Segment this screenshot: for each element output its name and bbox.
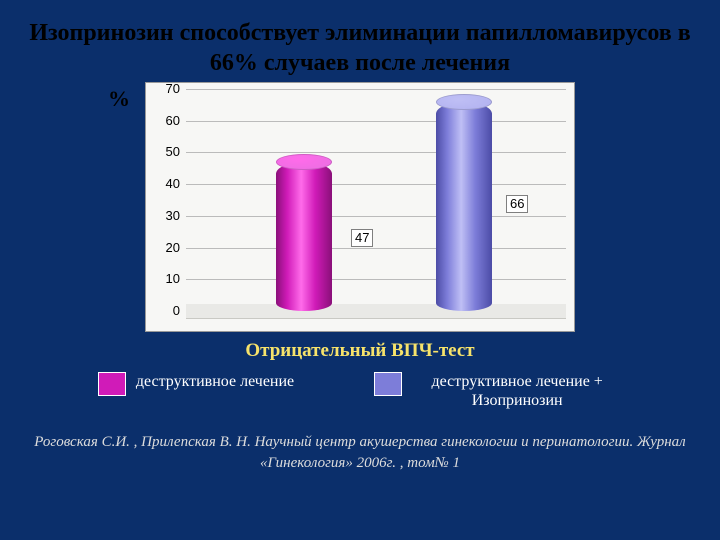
y-tick-label: 60 — [146, 113, 180, 128]
legend-swatch — [374, 372, 402, 396]
y-tick-label: 30 — [146, 208, 180, 223]
gridline — [186, 89, 566, 90]
y-tick-label: 40 — [146, 176, 180, 191]
gridline — [186, 279, 566, 280]
citation-text: Роговская С.И. , Прилепская В. Н. Научны… — [28, 432, 692, 473]
y-tick-label: 70 — [146, 81, 180, 96]
chart-subtitle: Отрицательный ВПЧ-тест — [28, 340, 692, 362]
bar-cylinder — [436, 94, 492, 319]
chart-legend: деструктивное лечение деструктивное лечен… — [28, 372, 692, 410]
slide: Изопринозин способствует элиминации папи… — [0, 0, 720, 540]
legend-item: деструктивное лечение — [98, 372, 294, 396]
bar-cylinder — [276, 154, 332, 319]
chart-plot-area: 0 10 20 30 40 50 60 70 47 66 — [146, 83, 574, 331]
legend-label: деструктивное лечение — [136, 372, 294, 391]
gridline — [186, 152, 566, 153]
bar-chart: 0 10 20 30 40 50 60 70 47 66 — [145, 82, 575, 332]
bar-value-label: 47 — [351, 229, 373, 247]
bar-value-label: 66 — [506, 195, 528, 213]
y-tick-label: 20 — [146, 240, 180, 255]
y-axis-unit-label: % — [108, 86, 130, 112]
y-tick-label: 50 — [146, 144, 180, 159]
legend-swatch — [98, 372, 126, 396]
legend-label: деструктивное лечение + Изопринозин — [412, 372, 622, 410]
gridline — [186, 184, 566, 185]
gridline — [186, 248, 566, 249]
y-tick-label: 0 — [146, 303, 180, 318]
slide-title: Изопринозин способствует элиминации папи… — [28, 18, 692, 78]
y-tick-label: 10 — [146, 271, 180, 286]
gridline — [186, 216, 566, 217]
chart-floor — [186, 304, 566, 318]
gridline — [186, 121, 566, 122]
legend-item: деструктивное лечение + Изопринозин — [374, 372, 622, 410]
